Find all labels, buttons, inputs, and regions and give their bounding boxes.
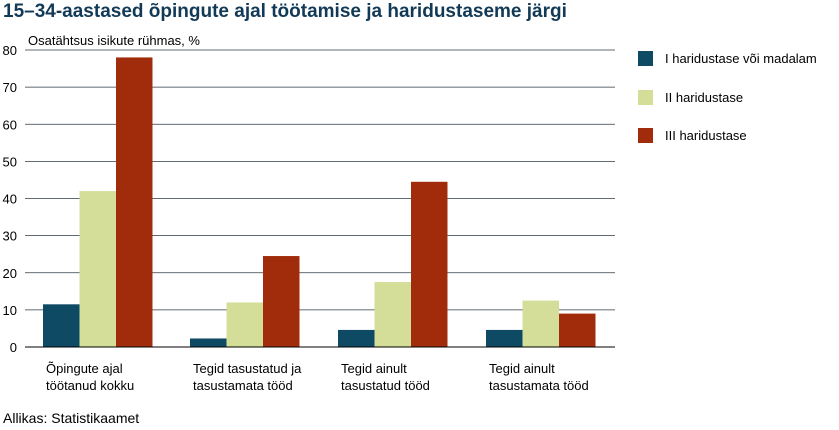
- y-tick-label: 60: [3, 117, 17, 132]
- category-label: Tegid tasustatud ja: [193, 361, 302, 376]
- y-tick-label: 80: [3, 43, 17, 58]
- category-label: töötanud kokku: [46, 378, 134, 393]
- bars: [43, 57, 596, 348]
- y-tick-label: 50: [3, 154, 17, 169]
- legend-label: I haridustase või madalam: [665, 51, 817, 66]
- bar: [79, 191, 116, 347]
- y-ticks: 0 10 20 30 40 50 60 70 80: [3, 43, 17, 355]
- category-label: Tegid ainult: [341, 361, 407, 376]
- category-label: tasustamata tööd: [193, 378, 293, 393]
- legend-label: II haridustase: [665, 90, 743, 105]
- category-label: Tegid ainult: [489, 361, 555, 376]
- y-tick-label: 10: [3, 303, 17, 318]
- legend-label: III haridustase: [665, 128, 747, 143]
- y-tick-label: 70: [3, 80, 17, 95]
- bar: [43, 304, 80, 347]
- y-tick-label: 20: [3, 266, 17, 281]
- bar: [116, 57, 153, 348]
- legend-swatch: [638, 51, 653, 66]
- legend-swatch: [638, 128, 653, 143]
- category-label: tasustamata tööd: [489, 378, 589, 393]
- legend: I haridustase või madalam II haridustase I…: [638, 51, 817, 143]
- category-labels: Õpingute ajal töötanud kokku Tegid tasusta…: [46, 361, 589, 393]
- bar: [559, 313, 596, 347]
- bar: [226, 302, 263, 347]
- legend-swatch: [638, 90, 653, 105]
- bar: [486, 329, 523, 347]
- chart-title: 15–34-aastased õpingute ajal töötamise j…: [3, 1, 567, 22]
- category-label: Õpingute ajal: [46, 361, 123, 376]
- category-label: tasustatud tööd: [341, 378, 430, 393]
- source-note: Allikas: Statistikaamet: [3, 410, 139, 426]
- bar: [522, 300, 559, 347]
- bar: [190, 338, 227, 347]
- y-tick-label: 0: [10, 340, 17, 355]
- bar: [263, 256, 300, 347]
- bar: [338, 329, 375, 347]
- y-tick-label: 40: [3, 192, 17, 207]
- y-axis-label: Osatähtsus isikute rühmas, %: [28, 33, 200, 48]
- bar: [374, 282, 411, 347]
- bar: [411, 181, 448, 347]
- y-tick-label: 30: [3, 229, 17, 244]
